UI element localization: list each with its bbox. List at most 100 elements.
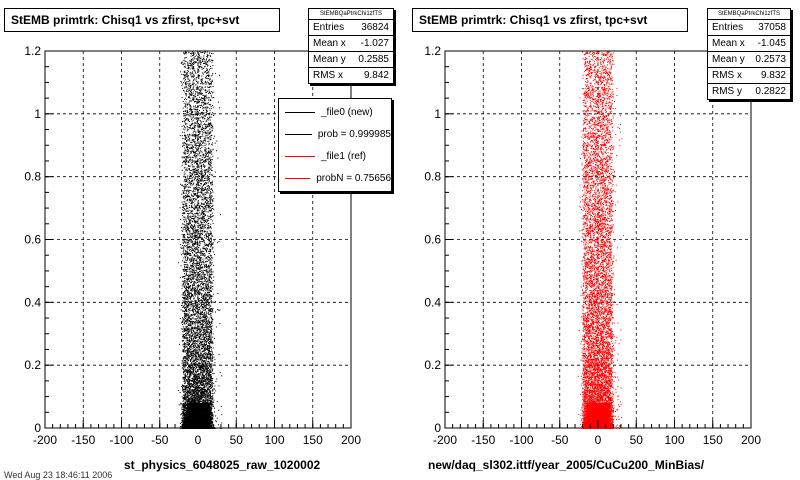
data-point	[199, 162, 201, 164]
data-point	[194, 291, 195, 293]
data-point	[205, 204, 207, 206]
data-point	[189, 89, 191, 91]
data-point	[197, 196, 199, 198]
data-point	[203, 395, 204, 397]
data-point	[205, 153, 207, 155]
data-point	[204, 140, 206, 142]
data-point	[203, 142, 205, 144]
data-point	[199, 191, 201, 193]
data-point	[207, 219, 209, 221]
data-point	[199, 89, 201, 91]
data-point	[194, 302, 196, 304]
data-point	[182, 206, 184, 208]
data-point	[183, 406, 185, 408]
data-point	[205, 192, 207, 194]
data-point	[205, 317, 207, 319]
data-point	[196, 236, 198, 238]
data-point	[195, 255, 197, 257]
data-point	[186, 148, 188, 150]
data-point	[186, 200, 188, 202]
data-point	[197, 329, 199, 331]
data-point	[188, 68, 189, 70]
data-point	[208, 289, 210, 291]
data-point	[204, 201, 206, 203]
data-point	[192, 116, 194, 118]
data-point	[201, 276, 203, 278]
data-point	[211, 127, 213, 129]
data-point	[199, 51, 201, 53]
data-point	[207, 171, 209, 173]
data-point	[191, 89, 193, 90]
data-point	[198, 298, 200, 300]
data-point	[183, 326, 185, 328]
data-point	[200, 122, 202, 124]
data-point	[185, 313, 186, 315]
data-point	[196, 211, 198, 213]
data-point	[192, 81, 194, 83]
data-point	[191, 109, 193, 110]
data-point	[210, 137, 212, 139]
data-point	[195, 392, 197, 394]
data-point	[200, 277, 202, 279]
data-point	[186, 282, 188, 284]
data-point	[208, 273, 210, 275]
data-point	[204, 65, 206, 67]
data-point	[186, 139, 187, 141]
data-point	[205, 361, 207, 363]
data-point	[194, 387, 196, 389]
data-point	[195, 271, 197, 273]
data-point	[211, 242, 213, 244]
data-point	[212, 415, 214, 417]
data-point	[186, 217, 188, 219]
data-point	[200, 343, 202, 345]
data-point	[194, 236, 196, 238]
data-point	[204, 397, 206, 399]
data-point	[200, 113, 201, 115]
data-point	[208, 166, 210, 168]
data-point	[210, 339, 212, 341]
data-point	[189, 186, 191, 188]
data-point	[183, 373, 185, 375]
data-point	[191, 394, 193, 395]
data-point	[201, 341, 203, 343]
data-point	[188, 248, 190, 250]
data-point	[197, 248, 199, 250]
data-point	[210, 213, 212, 215]
data-point	[191, 156, 193, 158]
data-point	[187, 118, 189, 120]
data-point	[183, 192, 185, 194]
data-point	[204, 183, 205, 185]
data-point	[189, 366, 191, 368]
data-point	[202, 334, 204, 335]
data-point	[202, 372, 204, 374]
data-point	[192, 218, 193, 219]
data-point	[185, 421, 187, 423]
data-point	[209, 313, 211, 315]
data-point	[196, 217, 198, 219]
data-point	[206, 373, 207, 375]
data-point	[188, 144, 190, 146]
data-point	[200, 319, 202, 321]
data-point	[205, 149, 207, 151]
data-point	[185, 259, 187, 261]
data-point	[197, 52, 199, 54]
data-point	[206, 110, 208, 112]
data-point	[199, 58, 201, 60]
data-point	[186, 333, 188, 335]
data-point	[196, 370, 198, 372]
data-point	[206, 277, 208, 279]
data-point	[195, 61, 197, 63]
data-point	[194, 169, 196, 171]
data-point	[196, 170, 198, 172]
data-point	[184, 127, 186, 129]
data-point	[184, 345, 186, 347]
data-point	[187, 306, 189, 308]
data-point	[210, 160, 211, 161]
data-point	[201, 341, 203, 343]
data-point	[190, 198, 192, 200]
data-point	[201, 302, 203, 304]
data-point	[208, 132, 210, 134]
data-point	[193, 257, 195, 259]
data-point	[209, 150, 211, 152]
data-point	[211, 422, 213, 424]
